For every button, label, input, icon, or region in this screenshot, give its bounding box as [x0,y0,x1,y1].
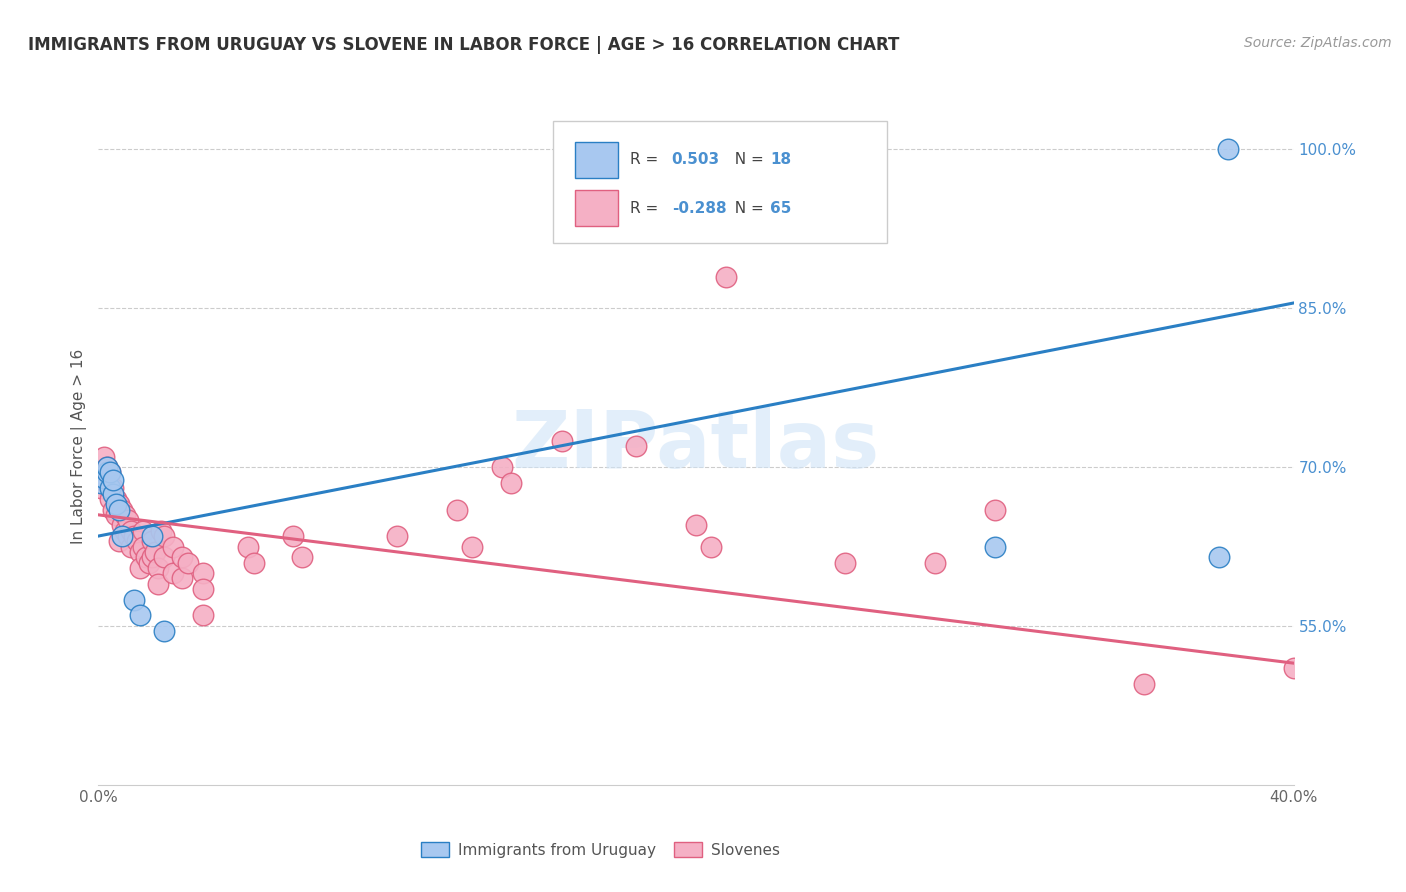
Point [141,529,163,543]
Point [446,502,468,516]
Point [93,450,115,464]
Point [103,482,125,496]
Text: Source: ZipAtlas.com: Source: ZipAtlas.com [1244,36,1392,50]
Point [461,540,484,554]
Text: N =: N = [725,201,769,216]
Point [141,534,163,549]
Point [108,497,131,511]
Point [96,460,118,475]
Point [291,550,314,565]
Point [191,566,214,581]
Point [700,540,723,554]
Point [491,460,513,475]
Text: R =: R = [630,153,662,167]
Point [124,592,146,607]
Point [98,466,122,480]
Point [132,524,155,538]
Y-axis label: In Labor Force | Age > 16: In Labor Force | Age > 16 [72,349,87,543]
Point [129,561,152,575]
Text: 0.503: 0.503 [672,153,720,167]
Legend: Immigrants from Uruguay, Slovenes: Immigrants from Uruguay, Slovenes [413,834,787,865]
Point [153,550,176,565]
Point [1282,661,1305,675]
Point [96,460,118,475]
Point [103,502,125,516]
Point [111,502,134,516]
Point [124,529,146,543]
Point [191,582,214,596]
Point [153,624,176,639]
Point [714,269,737,284]
Point [143,545,166,559]
Point [103,473,125,487]
Point [191,608,214,623]
Point [90,482,112,496]
Point [111,518,134,533]
Point [105,491,128,506]
Point [90,476,112,491]
Point [172,571,194,585]
Point [120,540,142,554]
Point [108,534,131,549]
Point [96,476,118,491]
Point [162,540,184,554]
Point [138,556,160,570]
Point [117,513,139,527]
Point [127,534,149,549]
Text: 65: 65 [770,201,792,216]
Point [1216,143,1239,157]
Point [98,466,122,480]
Point [108,502,131,516]
Text: IMMIGRANTS FROM URUGUAY VS SLOVENE IN LABOR FORCE | AGE > 16 CORRELATION CHART: IMMIGRANTS FROM URUGUAY VS SLOVENE IN LA… [28,36,900,54]
Point [111,529,134,543]
Point [98,482,122,496]
Point [103,486,125,500]
Text: R =: R = [630,201,662,216]
Point [550,434,572,448]
Text: 18: 18 [770,153,792,167]
Point [129,545,152,559]
Point [177,556,200,570]
Text: N =: N = [725,153,769,167]
Point [98,491,122,506]
Point [834,556,856,570]
Point [172,550,194,565]
Point [499,476,522,491]
Point [120,524,142,538]
Point [281,529,304,543]
Point [114,508,136,522]
Point [148,561,170,575]
Point [162,566,184,581]
Point [129,608,152,623]
Point [148,576,170,591]
Point [984,502,1007,516]
Point [385,529,409,543]
Point [984,540,1007,554]
Point [105,497,128,511]
Point [153,529,176,543]
Point [150,524,173,538]
Point [924,556,946,570]
Point [626,439,648,453]
Text: -0.288: -0.288 [672,201,727,216]
Point [93,466,115,480]
Point [135,550,157,565]
Point [132,540,155,554]
Point [236,540,259,554]
Point [93,471,115,485]
Point [243,556,266,570]
Point [685,518,707,533]
Point [96,466,118,480]
Point [117,529,139,543]
Point [141,550,163,565]
Point [1208,550,1230,565]
Text: ZIPatlas: ZIPatlas [512,407,880,485]
Point [105,508,128,522]
Point [114,524,136,538]
Point [1133,677,1156,691]
